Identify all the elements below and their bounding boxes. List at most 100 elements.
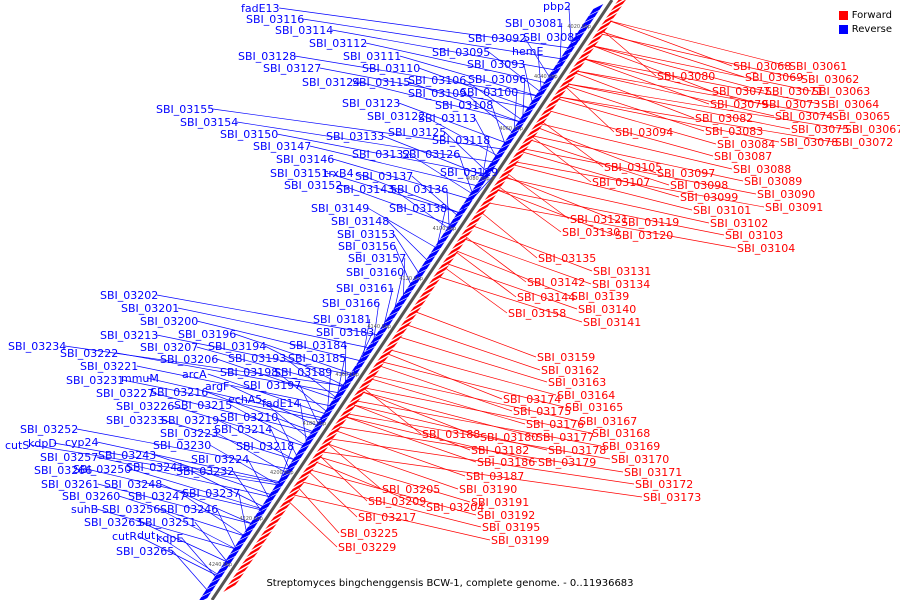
reverse-leader-line xyxy=(270,428,290,470)
reverse-leader-line xyxy=(309,145,479,187)
reverse-gene-arrow xyxy=(552,60,566,71)
forward-gene-label: SBI_03142 xyxy=(527,276,585,289)
forward-gene-label: SBI_03083 xyxy=(705,125,763,138)
reverse-gene-label: SBI_03198 xyxy=(220,366,278,379)
forward-gene-label: SBI_03079 xyxy=(710,98,768,111)
reverse-leader-line xyxy=(423,115,499,157)
forward-gene-label: SBI_03101 xyxy=(693,204,751,217)
axis-tick-label: 4220 kbp xyxy=(239,516,263,522)
reverse-gene-label: SBI_03133 xyxy=(326,130,384,143)
forward-gene-label: SBI_03071 xyxy=(765,85,823,98)
forward-leader-line xyxy=(584,58,762,105)
reverse-gene-label: kdpE xyxy=(156,532,183,545)
reverse-gene-arrow xyxy=(566,39,580,50)
reverse-gene-label: SBI_03250 xyxy=(73,463,131,476)
reverse-gene-arrow xyxy=(426,249,440,260)
reverse-leader-line xyxy=(418,67,531,109)
reverse-leader-line xyxy=(340,184,453,226)
reverse-gene-arrow xyxy=(472,179,487,190)
forward-leader-line xyxy=(379,365,513,412)
reverse-leader-line xyxy=(96,441,281,483)
reverse-gene-arrow xyxy=(500,137,515,148)
reverse-gene-label: SBI_03138 xyxy=(389,202,447,215)
reverse-gene-label: SBI_03189 xyxy=(274,366,332,379)
reverse-gene-label: cutS xyxy=(5,439,29,452)
axis-tick-label: 4020 kbp xyxy=(567,24,591,30)
reverse-gene-label: SBI_03128 xyxy=(238,50,296,63)
reverse-leader-line xyxy=(326,172,461,214)
forward-leader-line xyxy=(541,123,733,170)
reverse-gene-arrow xyxy=(290,452,305,463)
forward-gene-arrow xyxy=(536,111,552,123)
reverse-gene-label: SBI_03151 xyxy=(270,167,328,180)
forward-gene-arrow xyxy=(442,251,459,263)
forward-gene-arrow xyxy=(256,531,272,543)
forward-leader-line xyxy=(439,276,583,323)
axis-tick-label: 4200 kbp xyxy=(270,470,294,476)
forward-leader-line xyxy=(327,443,382,490)
reverse-gene-arrow xyxy=(444,221,459,232)
legend-reverse: Reverse xyxy=(838,22,892,36)
reverse-gene-label: SBI_03196 xyxy=(178,328,236,341)
reverse-leader-line xyxy=(182,466,265,508)
reverse-leader-line xyxy=(559,22,563,64)
forward-gene-arrow xyxy=(512,146,529,158)
forward-leader-line xyxy=(371,378,526,425)
forward-gene-arrow xyxy=(531,118,548,130)
forward-gene-arrow xyxy=(606,6,622,18)
forward-gene-label: SBI_03169 xyxy=(602,440,660,453)
axis-ticks: 4020 kbp 4040 kbp 4060 kbp 4080 kbp 4100 kbp… xyxy=(209,24,591,568)
reverse-gene-arrow xyxy=(524,102,538,113)
reverse-leader-line xyxy=(382,287,394,329)
forward-gene-label: SBI_03188 xyxy=(422,428,480,441)
reverse-gene-label: cutR xyxy=(112,530,137,543)
reverse-gene-label: cyp24 xyxy=(65,436,99,449)
reverse-gene-arrow xyxy=(295,445,310,456)
forward-gene-arrow xyxy=(372,356,389,368)
forward-gene-label: SBI_03171 xyxy=(624,466,682,479)
reverse-leader-line xyxy=(392,188,450,230)
reverse-gene-arrow xyxy=(491,151,506,162)
forward-leader-line xyxy=(319,455,368,502)
reverse-gene-label: SBI_03252 xyxy=(20,423,78,436)
forward-gene-arrow xyxy=(587,34,604,46)
reverse-gene-label: SBI_03214 xyxy=(214,423,272,436)
forward-gene-arrow xyxy=(508,153,524,165)
forward-gene-label: SBI_03173 xyxy=(643,491,701,504)
reverse-gene-arrow xyxy=(318,410,333,421)
reverse-leader-line xyxy=(207,373,327,415)
forward-gene-arrow xyxy=(391,328,408,340)
reverse-gene-labels: fadE13SBI_03116SBI_03114SBI_03112SBI_031… xyxy=(5,0,581,558)
forward-gene-label: SBI_03077 xyxy=(712,85,770,98)
reverse-leader-line xyxy=(140,521,228,563)
reverse-gene-arrow xyxy=(332,389,347,400)
reverse-gene-label: SBI_03257 xyxy=(40,451,98,464)
forward-gene-label: SBI_03074 xyxy=(775,110,833,123)
reverse-gene-arrow xyxy=(211,571,226,582)
forward-leader-line xyxy=(601,33,801,80)
reverse-leader-line xyxy=(524,37,551,79)
forward-gene-label: SBI_03176 xyxy=(526,418,584,431)
reverse-gene-label: SBI_03115 xyxy=(352,76,410,89)
reverse-leader-line xyxy=(194,521,228,563)
reverse-gene-label: SBI_03096 xyxy=(468,73,526,86)
forward-gene-arrow xyxy=(335,412,352,424)
forward-gene-arrow xyxy=(270,510,286,522)
forward-gene-label: SBI_03067 xyxy=(845,123,900,136)
axis-tick-label: 4180 kbp xyxy=(303,421,327,427)
reverse-gene-label: SBI_03207 xyxy=(140,341,198,354)
reverse-leader-line xyxy=(264,345,345,387)
reverse-leader-line xyxy=(209,444,279,486)
reverse-gene-arrow xyxy=(239,529,254,540)
forward-gene-label: SBI_03091 xyxy=(765,201,823,214)
reverse-leader-line xyxy=(568,5,572,47)
forward-gene-arrow xyxy=(246,545,263,557)
reverse-leader-line xyxy=(160,483,253,525)
forward-gene-arrow xyxy=(410,300,426,312)
reverse-gene-label: SBI_03260 xyxy=(62,490,120,503)
reverse-gene-label: SBI_03111 xyxy=(343,50,401,63)
reverse-gene-arrow xyxy=(199,592,212,600)
reverse-leader-line xyxy=(206,391,315,433)
reverse-gene-label: SBI_03106 xyxy=(408,74,466,87)
